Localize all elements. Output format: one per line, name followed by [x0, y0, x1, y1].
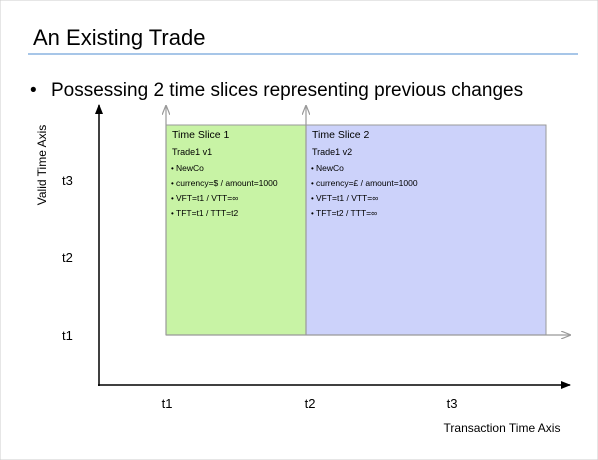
y-tick-label: t2: [62, 250, 73, 265]
slice-item: TFT=t1 / TTT=t2: [176, 208, 238, 218]
y-axis-label: Valid Time Axis: [35, 125, 49, 205]
slice-item: TFT=t2 / TTT=∞: [316, 208, 377, 218]
item-bullet: •: [171, 194, 174, 203]
y-tick-label: t1: [62, 328, 73, 343]
title: An Existing Trade: [33, 25, 205, 50]
slice-item: NewCo: [176, 163, 204, 173]
x-axis-label: Transaction Time Axis: [444, 421, 561, 435]
item-bullet: •: [171, 164, 174, 173]
slice-box: [165, 124, 307, 336]
slice-trade: Trade1 v1: [172, 147, 212, 157]
x-tick-label: t3: [447, 396, 458, 411]
x-tick-label: t2: [305, 396, 316, 411]
slice-item: VFT=t1 / VTT=∞: [316, 193, 378, 203]
slice-item: NewCo: [316, 163, 344, 173]
bullet-dot: •: [30, 80, 37, 101]
item-bullet: •: [171, 209, 174, 218]
slice-title: Time Slice 1: [172, 129, 230, 141]
slice-title: Time Slice 2: [312, 129, 370, 141]
item-bullet: •: [171, 179, 174, 188]
slice-trade: Trade1 v2: [312, 147, 352, 157]
slice-item: VFT=t1 / VTT=∞: [176, 193, 238, 203]
item-bullet: •: [311, 164, 314, 173]
slice-item: currency=$ / amount=1000: [176, 178, 278, 188]
y-tick-label: t3: [62, 173, 73, 188]
x-tick-label: t1: [162, 396, 173, 411]
item-bullet: •: [311, 194, 314, 203]
slice-item: currency=£ / amount=1000: [316, 178, 418, 188]
bullet-text: Possessing 2 time slices representing pr…: [51, 80, 523, 101]
item-bullet: •: [311, 209, 314, 218]
item-bullet: •: [311, 179, 314, 188]
